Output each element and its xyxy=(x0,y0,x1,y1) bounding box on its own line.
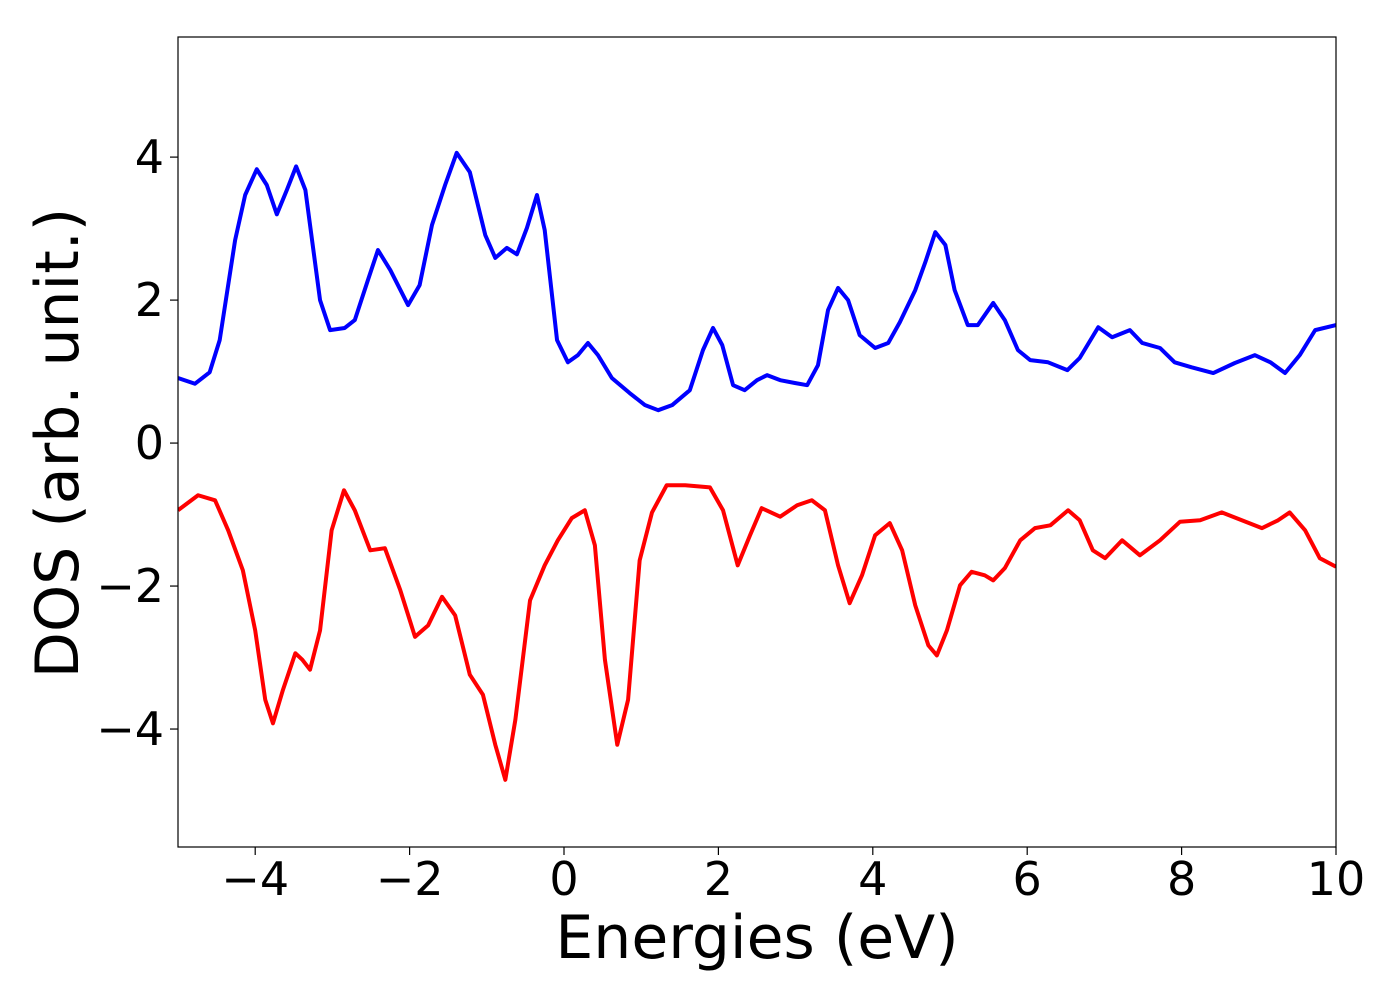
dos-line xyxy=(178,150,1336,413)
y-tick-label: 4 xyxy=(135,130,164,184)
plot-area xyxy=(178,150,1336,782)
y-tick-label: 0 xyxy=(135,416,164,470)
x-tick-label: 8 xyxy=(1167,852,1196,906)
y-axis-label: DOS (arb. unit.) xyxy=(23,208,93,678)
x-tick-label: −2 xyxy=(376,852,444,906)
x-tick-label: 10 xyxy=(1307,852,1366,906)
x-tick-label: 6 xyxy=(1013,852,1042,906)
x-axis-label: Energies (eV) xyxy=(555,903,958,973)
y-tick-label: −2 xyxy=(96,559,164,613)
dos-line xyxy=(178,483,1336,782)
x-tick-label: 4 xyxy=(858,852,887,906)
x-tick-label: 2 xyxy=(704,852,733,906)
x-tick-label: 0 xyxy=(549,852,578,906)
y-tick-label: −4 xyxy=(96,702,164,756)
x-tick-label: −4 xyxy=(221,852,289,906)
y-tick-label: 2 xyxy=(135,273,164,327)
axes-frame xyxy=(177,36,1337,848)
